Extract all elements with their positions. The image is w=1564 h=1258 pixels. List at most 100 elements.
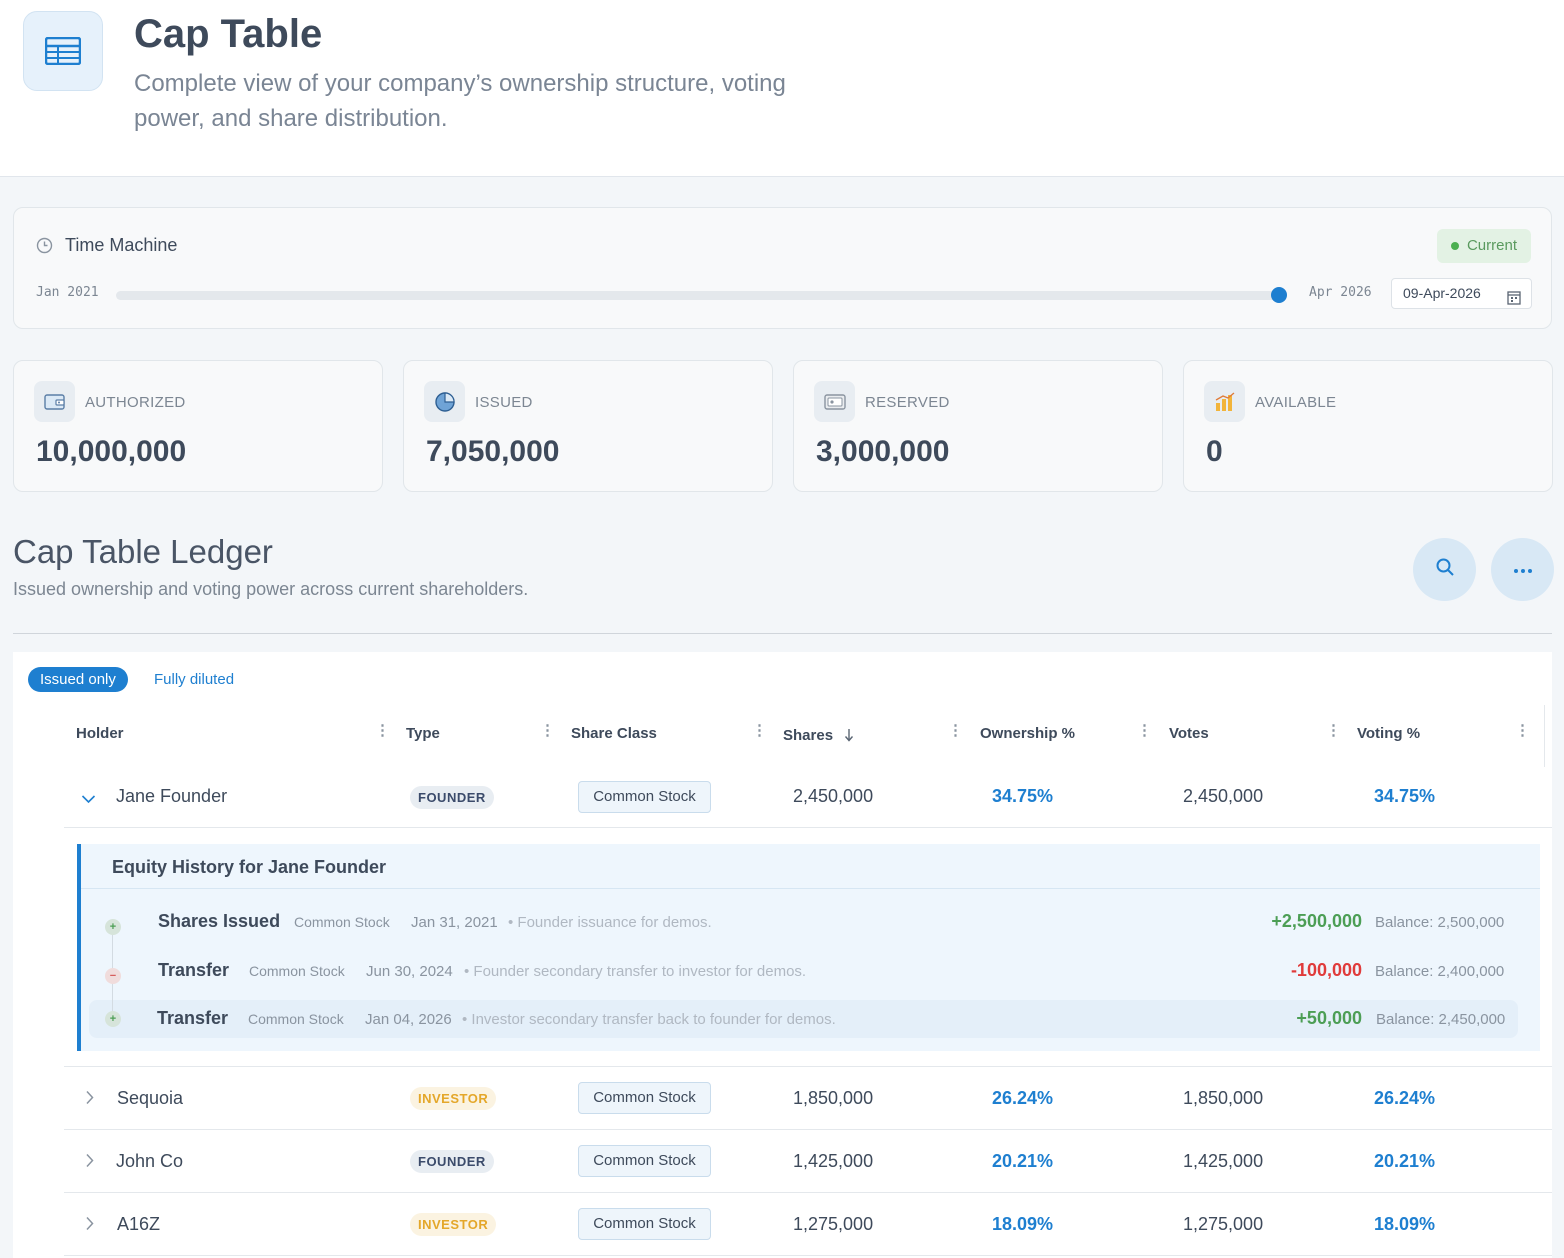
event-date: Jan 04, 2026 [365, 1011, 452, 1028]
issued-only-toggle[interactable]: Issued only [28, 667, 128, 692]
stat-value: 3,000,000 [816, 435, 950, 468]
column-header-holder[interactable]: Holder [76, 725, 124, 742]
history-row-highlight [89, 1000, 1518, 1038]
column-menu-icon[interactable]: ⋮ [1137, 722, 1152, 739]
type-badge: FOUNDER [410, 786, 494, 809]
event-note: • Founder secondary transfer to investor… [464, 963, 807, 980]
ownership-value: 20.21% [992, 1151, 1054, 1171]
equity-history-panel: Equity History for Jane Founder + Shares… [77, 844, 1540, 1051]
voting-value: 34.75% [1374, 786, 1436, 806]
safe-icon [814, 381, 855, 422]
column-menu-icon[interactable]: ⋮ [1326, 722, 1341, 739]
date-input[interactable]: 09-Apr-2026 [1391, 278, 1532, 309]
column-header-voting[interactable]: Voting % [1357, 725, 1421, 742]
ownership-value: 34.75% [992, 786, 1054, 806]
time-machine-title: Time Machine [65, 235, 178, 255]
stat-value: 7,050,000 [426, 435, 560, 468]
row-divider [64, 1129, 1552, 1130]
share-class-chip: Common Stock [578, 1082, 711, 1114]
type-badge: INVESTOR [410, 1087, 497, 1110]
event-date: Jun 30, 2024 [366, 963, 453, 980]
row-divider [64, 1255, 1552, 1256]
stat-card-reserved: RESERVED 3,000,000 [793, 360, 1163, 492]
stat-value: 10,000,000 [36, 435, 187, 468]
table-icon [23, 11, 103, 91]
chevron-right-icon[interactable] [85, 1216, 94, 1236]
stat-label: AVAILABLE [1255, 394, 1337, 411]
column-header-share-class[interactable]: Share Class [571, 725, 657, 742]
holder-name[interactable]: A16Z [117, 1214, 161, 1234]
ledger-title: Cap Table Ledger [13, 533, 273, 570]
event-delta: +2,500,000 [1271, 911, 1362, 931]
column-header-ownership[interactable]: Ownership % [980, 725, 1076, 742]
chevron-down-icon[interactable] [81, 791, 96, 809]
timeline-end-label: Apr 2026 [1309, 285, 1372, 300]
sort-descending-icon[interactable] [844, 728, 854, 747]
timeline-start-label: Jan 2021 [36, 285, 99, 300]
event-note: • Investor secondary transfer back to fo… [462, 1011, 836, 1028]
cap-table: Issued only Fully diluted Holder ⋮ Type … [13, 652, 1552, 1258]
stat-card-available: AVAILABLE 0 [1183, 360, 1553, 492]
event-type: Transfer [158, 960, 230, 980]
equity-history-header: Equity History for Jane Founder [81, 844, 1540, 889]
row-divider [64, 1066, 1552, 1067]
stat-value: 0 [1206, 435, 1223, 468]
column-menu-icon[interactable]: ⋮ [948, 722, 963, 739]
column-header-shares[interactable]: Shares [783, 727, 834, 744]
column-menu-icon[interactable]: ⋮ [540, 722, 555, 739]
holder-name[interactable]: Sequoia [117, 1088, 184, 1108]
event-delta: +50,000 [1296, 1008, 1362, 1028]
stat-label: AUTHORIZED [85, 394, 186, 411]
event-balance: Balance: 2,450,000 [1376, 1011, 1506, 1028]
ledger-subtitle: Issued ownership and voting power across… [13, 579, 529, 599]
page-header: Cap Table Complete view of your company’… [0, 0, 1564, 177]
voting-value: 26.24% [1374, 1088, 1436, 1108]
search-button[interactable] [1413, 538, 1476, 601]
stat-label: RESERVED [865, 394, 950, 411]
column-header-votes[interactable]: Votes [1169, 725, 1209, 742]
event-note: • Founder issuance for demos. [508, 914, 712, 931]
column-menu-icon[interactable]: ⋮ [1515, 722, 1530, 739]
ownership-value: 18.09% [992, 1214, 1054, 1234]
shares-value: 1,425,000 [793, 1151, 874, 1171]
time-machine-panel: Time Machine Current Jan 2021 Apr 2026 0… [13, 207, 1552, 329]
column-menu-icon[interactable]: ⋮ [375, 722, 390, 739]
bar-chart-icon [1204, 381, 1245, 422]
plus-icon: + [105, 919, 121, 935]
timeline-slider-thumb[interactable] [1270, 287, 1287, 303]
chevron-right-icon[interactable] [85, 1153, 94, 1173]
divider [13, 633, 1552, 634]
votes-value: 1,275,000 [1183, 1214, 1264, 1234]
type-badge: FOUNDER [410, 1150, 494, 1173]
share-class-chip: Common Stock [578, 1208, 711, 1240]
column-menu-icon[interactable]: ⋮ [752, 722, 767, 739]
current-status-badge[interactable]: Current [1436, 229, 1531, 263]
event-type: Shares Issued [158, 911, 281, 931]
wallet-icon [34, 381, 75, 422]
event-share-class: Common Stock [249, 963, 345, 979]
shares-value: 1,850,000 [793, 1088, 874, 1108]
event-share-class: Common Stock [294, 914, 390, 930]
pie-chart-icon [424, 381, 465, 422]
timeline-slider-track[interactable] [116, 291, 1286, 300]
chevron-right-icon[interactable] [85, 1090, 94, 1110]
stat-card-issued: ISSUED 7,050,000 [403, 360, 773, 492]
votes-value: 1,425,000 [1183, 1151, 1264, 1171]
votes-value: 1,850,000 [1183, 1088, 1264, 1108]
holder-name[interactable]: John Co [116, 1151, 184, 1171]
stat-label: ISSUED [475, 394, 533, 411]
more-options-button[interactable] [1491, 538, 1554, 601]
event-date: Jan 31, 2021 [411, 914, 498, 931]
stat-card-authorized: AUTHORIZED 10,000,000 [13, 360, 383, 492]
calendar-icon[interactable] [1507, 286, 1521, 315]
fully-diluted-toggle[interactable]: Fully diluted [154, 671, 235, 688]
column-header-type[interactable]: Type [406, 725, 440, 742]
row-divider [64, 827, 1552, 828]
voting-value: 18.09% [1374, 1214, 1436, 1234]
holder-name[interactable]: Jane Founder [116, 786, 228, 806]
ownership-value: 26.24% [992, 1088, 1054, 1108]
page-title: Cap Table [134, 12, 323, 56]
event-share-class: Common Stock [248, 1011, 344, 1027]
event-balance: Balance: 2,500,000 [1375, 914, 1505, 931]
plus-icon: + [105, 1011, 121, 1027]
